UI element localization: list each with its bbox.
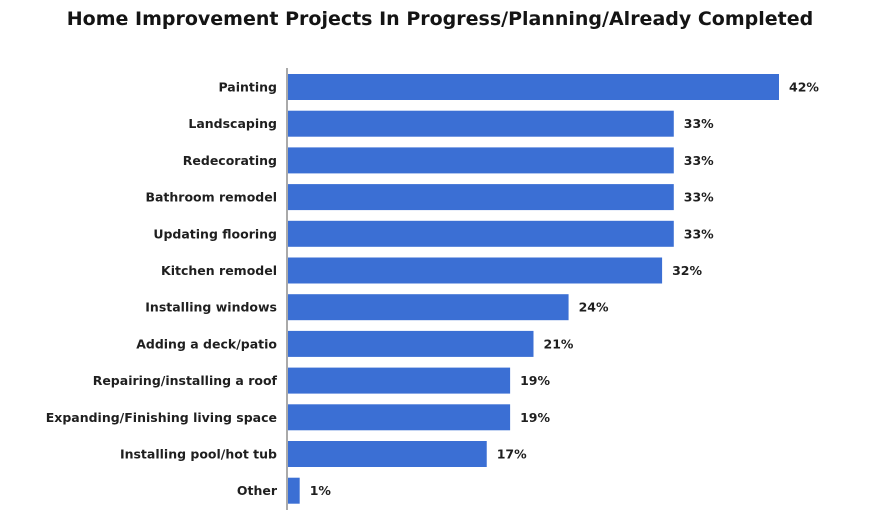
- bar: [288, 441, 487, 467]
- value-label: 19%: [520, 373, 550, 388]
- bar: [288, 294, 569, 321]
- category-label: Repairing/installing a roof: [93, 373, 278, 388]
- value-label: 42%: [789, 80, 819, 95]
- bar: [288, 220, 674, 247]
- value-label: 19%: [520, 410, 550, 425]
- category-label: Other: [237, 483, 278, 498]
- value-label: 33%: [684, 190, 714, 205]
- value-label: 1%: [310, 483, 332, 498]
- bar: [288, 74, 779, 100]
- value-label: 33%: [684, 153, 714, 168]
- bar: [288, 330, 534, 357]
- category-label: Kitchen remodel: [161, 263, 277, 278]
- value-label: 24%: [579, 300, 609, 315]
- bar: [288, 184, 674, 211]
- category-label: Adding a deck/patio: [136, 336, 277, 351]
- category-label: Expanding/Finishing living space: [46, 410, 277, 425]
- value-label: 17%: [497, 447, 527, 462]
- value-label: 33%: [684, 116, 714, 131]
- category-label: Installing pool/hot tub: [120, 447, 277, 462]
- bar: [288, 477, 300, 504]
- value-label: 33%: [684, 226, 714, 241]
- category-label: Painting: [218, 80, 277, 95]
- chart-title: Home Improvement Projects In Progress/Pl…: [66, 8, 814, 30]
- bar: [288, 257, 663, 284]
- category-label: Installing windows: [145, 300, 277, 315]
- category-label: Redecorating: [183, 153, 277, 168]
- bars-group: Painting 42% Landscaping 33% Redecorating 33%…: [46, 74, 819, 504]
- value-label: 32%: [672, 263, 702, 278]
- category-label: Landscaping: [188, 116, 277, 131]
- bar: [288, 147, 674, 174]
- bar: [288, 110, 674, 137]
- bar: [288, 404, 511, 431]
- category-label: Bathroom remodel: [145, 190, 277, 205]
- value-label: 21%: [544, 336, 574, 351]
- bar: [288, 367, 511, 394]
- category-label: Updating flooring: [153, 226, 277, 241]
